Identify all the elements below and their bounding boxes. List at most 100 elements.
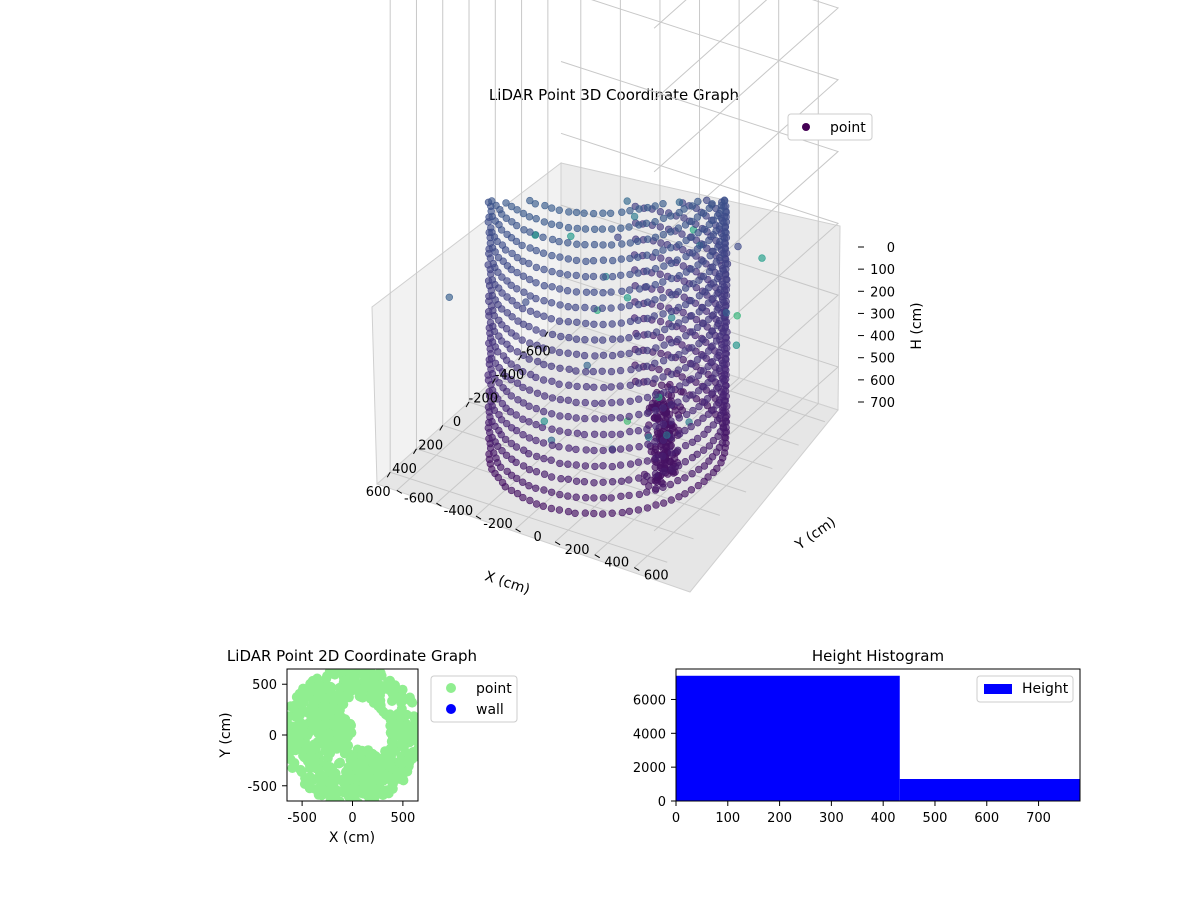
point-3d: [486, 444, 495, 452]
point-3d: [657, 349, 665, 358]
plot-3d: LiDAR Point 3D Coordinate Graph -600 -400…: [366, 0, 925, 598]
point-3d: [618, 240, 626, 248]
point-3d: [573, 318, 581, 326]
point-3d: [709, 279, 718, 287]
point-3d: [513, 379, 522, 387]
x-tick-3d: [465, 401, 470, 408]
point-3d: [539, 249, 548, 257]
point-2d: [312, 673, 323, 684]
point-3d: [652, 501, 660, 509]
point-3d: [563, 287, 572, 295]
y-tick-3d: [436, 502, 442, 507]
y-tick-label-3d: 200: [565, 543, 590, 558]
point-3d: [682, 410, 691, 419]
point-3d: [525, 386, 534, 394]
point-2d: [296, 767, 307, 777]
point-3d: [709, 374, 717, 382]
point-3d: [693, 213, 702, 221]
point-3d: [713, 416, 722, 424]
point-3d: [525, 465, 534, 474]
point-3d: [675, 414, 683, 422]
point-3d: [495, 411, 503, 419]
point-3d: [678, 341, 686, 349]
point-3d: [659, 310, 667, 318]
grid-z: [653, 0, 840, 173]
point-3d: [581, 225, 590, 233]
point-3d: [660, 325, 669, 334]
x-tick-label-histogram: 700: [1026, 811, 1051, 826]
point-3d: [532, 326, 540, 334]
point-3d: [524, 450, 533, 458]
point-3d: [547, 362, 556, 370]
point-3d: [608, 446, 617, 454]
point-3d: [608, 462, 616, 471]
point-3d: [507, 329, 516, 337]
point-3d: [526, 244, 534, 252]
point-3d: [717, 206, 725, 214]
point-3d: [687, 486, 696, 494]
point-2d: [310, 743, 321, 754]
point-3d: [513, 268, 521, 277]
point-3d: [687, 217, 696, 226]
point-3d: [512, 443, 521, 451]
point-3d: [693, 434, 702, 443]
point-3d: [625, 301, 634, 310]
point-3d: [634, 506, 643, 514]
point-3d: [547, 410, 556, 418]
point-3d: [699, 240, 707, 249]
histogram-frame: [675, 668, 1081, 802]
point-3d: [564, 507, 573, 516]
point-3d: [667, 339, 676, 347]
point-3d: [488, 370, 497, 378]
point-3d: [675, 350, 683, 359]
y-tick-label-3d: -400: [444, 504, 474, 519]
point-3d: [625, 476, 633, 484]
point-3d: [607, 304, 615, 312]
legend-histogram: Height: [976, 675, 1074, 703]
point-2d: [369, 774, 380, 785]
point-3d: [513, 206, 521, 214]
point-3d: [572, 256, 581, 265]
point-3d: [490, 312, 498, 320]
point-3d: [681, 347, 689, 355]
point-3d: [657, 285, 665, 294]
point-2d: [339, 669, 350, 675]
point-3d: [532, 279, 540, 287]
point-2d: [318, 785, 329, 796]
histogram-bar: [899, 779, 1080, 801]
point-3d: [643, 251, 651, 259]
point-3d: [519, 431, 527, 439]
point-3d: [699, 414, 707, 422]
point-3d: [547, 204, 556, 212]
point-3d: [616, 461, 625, 469]
point-3d: [659, 278, 667, 286]
point-3d: [682, 268, 690, 276]
point-3d: [492, 201, 500, 210]
point-3d: [674, 476, 682, 485]
point-3d: [699, 209, 708, 217]
point-3d: [681, 284, 690, 292]
point-3d: [567, 232, 575, 241]
point-3d: [582, 257, 590, 266]
point-3d: [635, 364, 643, 372]
point-3d: [634, 474, 643, 482]
point-3d: [490, 327, 499, 336]
point-3d: [532, 263, 541, 272]
point-3d: [709, 436, 718, 445]
point-3d: [525, 434, 534, 442]
points-2d: [287, 669, 418, 801]
point-3d: [659, 214, 668, 223]
point-3d: [666, 480, 675, 489]
point-2d: [394, 731, 405, 741]
point-3d: [556, 490, 564, 499]
z-tick-label-3d: 500: [870, 352, 895, 367]
point-3d: [722, 275, 730, 283]
point-3d: [718, 295, 727, 304]
point-3d: [503, 293, 511, 301]
point-3d: [679, 308, 687, 317]
point-3d: [667, 307, 676, 316]
point-2d: [368, 697, 379, 708]
x-tick-3d: [439, 425, 444, 431]
point-3d: [581, 336, 589, 344]
